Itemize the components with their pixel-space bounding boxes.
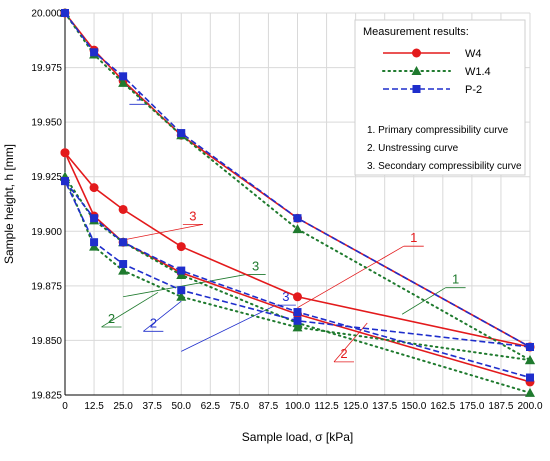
- data-point: [119, 72, 128, 81]
- y-tick-label: 19.875: [31, 281, 62, 292]
- data-point: [177, 266, 186, 275]
- data-point: [293, 214, 302, 223]
- data-point: [118, 265, 129, 275]
- x-tick-label: 37.5: [142, 401, 162, 412]
- legend-note: 1. Primary compressibility curve: [367, 125, 509, 136]
- y-tick-label: 19.900: [31, 227, 62, 238]
- data-point: [526, 342, 534, 351]
- callout-leader: [181, 304, 277, 352]
- x-tick-label: 87.5: [259, 401, 279, 412]
- callout-leader: [101, 292, 159, 328]
- y-tick-label: 20.000: [31, 9, 62, 20]
- legend-note: 3. Secondary compressibility curve: [367, 161, 522, 172]
- x-tick-label: 62.5: [201, 401, 221, 412]
- x-tick-label: 125.0: [343, 401, 368, 412]
- x-tick-label: 175.0: [459, 401, 484, 412]
- series-line: [64, 12, 531, 348]
- legend-box: [354, 19, 526, 176]
- x-tick-label: 187.5: [488, 401, 513, 412]
- x-tick-label: 100.0: [285, 401, 310, 412]
- callout-leader: [123, 223, 203, 241]
- x-tick-label: 137.5: [372, 401, 397, 412]
- data-point: [177, 286, 186, 295]
- y-tick-label: 19.850: [31, 336, 62, 347]
- data-point: [292, 224, 303, 234]
- axes: [64, 13, 530, 396]
- x-tick-label: 75.0: [230, 401, 250, 412]
- data-point: [525, 387, 535, 397]
- data-point: [176, 291, 187, 301]
- x-axis-label: Sample load, σ [kPa]: [242, 430, 353, 444]
- legend-items: W4 W1.4 P-2: [382, 48, 491, 96]
- data-point: [412, 48, 421, 58]
- x-tick-labels: 0 12.5 25.0 37.5 50.0 62.5 75.0 87.5 100.0 112.5 1…: [62, 401, 543, 412]
- legend-notes: 1. Primary compressibility curve 2. Unstr…: [367, 125, 522, 172]
- series-line: [64, 12, 531, 362]
- x-tick-label: 12.5: [84, 401, 104, 412]
- x-tick-label: 162.5: [430, 401, 455, 412]
- y-tick-label: 19.925: [31, 172, 62, 183]
- legend-label-W1.4: W1.4: [465, 66, 491, 78]
- series-line: [64, 180, 531, 348]
- x-tick-label: 50.0: [172, 401, 192, 412]
- legend: Measurement results: W4 W1.4 P-2 1. Primar…: [354, 19, 526, 176]
- callout-label: 3: [252, 259, 259, 274]
- data-point: [293, 316, 302, 325]
- data-point: [61, 177, 69, 186]
- y-axis-label: Sample height, h [mm]: [2, 144, 16, 264]
- data-point: [119, 238, 128, 247]
- x-tick-label: 150.0: [401, 401, 426, 412]
- y-tick-label: 19.975: [31, 63, 62, 74]
- callout-label: 2: [108, 311, 115, 326]
- series-line: [64, 152, 531, 348]
- callout-label: 1: [452, 272, 459, 287]
- legend-label-W4: W4: [465, 48, 482, 60]
- data-point: [176, 242, 186, 252]
- callout-leader: [297, 245, 404, 309]
- data-point: [90, 214, 99, 223]
- data-point: [526, 373, 534, 382]
- data-point: [90, 238, 99, 247]
- legend-label-P-2: P-2: [465, 84, 482, 96]
- data-point: [412, 85, 421, 93]
- data-point: [177, 129, 186, 138]
- series-line: [64, 175, 531, 362]
- callout-leader: [143, 300, 182, 332]
- data-point: [119, 260, 128, 269]
- y-tick-labels: 19.825 19.850 19.875 19.900 19.925 19.950 19.9…: [31, 9, 62, 402]
- series-line: [64, 180, 531, 379]
- y-tick-label: 19.950: [31, 118, 62, 129]
- data-point: [411, 66, 422, 75]
- data-point: [293, 292, 302, 302]
- x-tick-label: 25.0: [113, 401, 133, 412]
- callout-leader: [123, 274, 246, 298]
- callout-label: 2: [340, 346, 347, 361]
- x-tick-label: 0: [62, 401, 68, 412]
- data-point: [118, 77, 129, 87]
- data-point: [90, 48, 99, 57]
- data-point: [118, 204, 128, 214]
- legend-title: Measurement results:: [363, 26, 469, 38]
- series-P-2: [61, 9, 534, 382]
- legend-note: 2. Unstressing curve: [367, 143, 459, 154]
- callout-label: 2: [150, 315, 157, 330]
- callout-leader: [333, 322, 368, 363]
- data-point: [525, 355, 535, 365]
- x-tick-label: 200.0: [517, 401, 542, 412]
- data-point: [61, 9, 69, 17]
- x-tick-label: 112.5: [314, 401, 339, 412]
- y-tick-label: 19.825: [31, 391, 62, 402]
- data-series: [60, 8, 535, 397]
- data-point: [293, 308, 302, 317]
- data-point: [89, 183, 99, 193]
- callout-label: 1: [410, 230, 417, 245]
- callout-label: 3: [282, 289, 289, 304]
- callout-label: 3: [189, 208, 196, 223]
- data-point: [60, 148, 70, 158]
